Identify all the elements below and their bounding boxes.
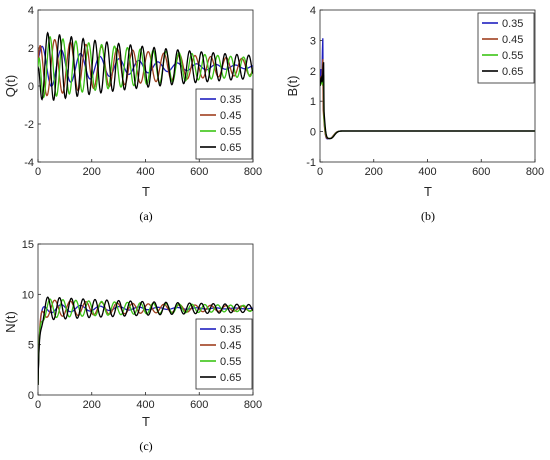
legend-label-a-0: 0.35 bbox=[220, 94, 241, 106]
legend-label-b-3: 0.65 bbox=[502, 66, 523, 78]
series-group-a bbox=[38, 31, 253, 102]
legend-label-c-1: 0.45 bbox=[220, 340, 241, 352]
xlabel-a: T bbox=[142, 184, 150, 199]
xlabel-b: T bbox=[424, 184, 432, 199]
ytick-label-b-4: 0 bbox=[310, 127, 316, 139]
ytick-label-c-1: 10 bbox=[22, 289, 34, 301]
legend-a: 0.35 0.45 0.55 0.65 bbox=[195, 88, 253, 160]
series-line-b-3 bbox=[320, 62, 535, 140]
series-line-a-3 bbox=[38, 31, 253, 102]
ytick-label-a-2: 0 bbox=[28, 81, 34, 93]
ytick-label-c-3: 0 bbox=[28, 390, 34, 402]
series-group-c bbox=[38, 296, 253, 385]
legend-label-c-3: 0.65 bbox=[220, 372, 241, 384]
panel-a: 0 200 400 600 800 4 2 0 -2 -4 0.35 0.45 0.55 0.65 T Q… bbox=[3, 5, 262, 223]
xtick-label-a-3: 600 bbox=[190, 166, 208, 178]
ytick-label-b-0: 4 bbox=[310, 5, 316, 17]
caption-b: (b) bbox=[421, 209, 435, 223]
legend-label-a-1: 0.45 bbox=[220, 110, 241, 122]
xtick-label-b-0: 0 bbox=[317, 166, 323, 178]
ytick-label-c-0: 15 bbox=[22, 239, 34, 251]
ytick-label-a-1: 2 bbox=[28, 43, 34, 55]
xtick-label-a-1: 200 bbox=[83, 166, 101, 178]
caption-a: (a) bbox=[139, 209, 152, 223]
ylabel-c: N(t) bbox=[3, 311, 18, 333]
xtick-label-b-2: 400 bbox=[418, 166, 436, 178]
legend-label-a-3: 0.65 bbox=[220, 142, 241, 154]
ytick-label-c-2: 5 bbox=[28, 340, 34, 352]
xtick-label-a-2: 400 bbox=[136, 166, 154, 178]
legend-label-b-0: 0.35 bbox=[502, 18, 523, 30]
ylabel-b: B(t) bbox=[285, 76, 300, 97]
panel-c: 0 200 400 600 800 15 10 5 0 0.35 0.45 0.55 0.65 T N(… bbox=[3, 239, 262, 453]
legend-label-b-2: 0.55 bbox=[502, 50, 523, 62]
xtick-label-c-4: 800 bbox=[244, 399, 262, 411]
plot-area-a: 0 200 400 600 800 4 2 0 -2 -4 0.35 0.45 0.55 0.65 bbox=[24, 5, 262, 178]
legend-label-b-1: 0.45 bbox=[502, 34, 523, 46]
plot-area-c: 0 200 400 600 800 15 10 5 0 0.35 0.45 0.55 0.65 bbox=[22, 239, 262, 411]
xtick-label-b-1: 200 bbox=[365, 166, 383, 178]
xtick-label-c-0: 0 bbox=[35, 399, 41, 411]
ytick-label-b-1: 3 bbox=[310, 35, 316, 47]
legend-label-c-2: 0.55 bbox=[220, 356, 241, 368]
ylabel-a: Q(t) bbox=[3, 75, 18, 97]
xtick-label-a-0: 0 bbox=[35, 166, 41, 178]
xtick-label-c-1: 200 bbox=[83, 399, 101, 411]
series-group-b bbox=[320, 38, 535, 140]
xtick-label-a-4: 800 bbox=[244, 166, 262, 178]
ytick-label-b-3: 1 bbox=[310, 96, 316, 108]
xtick-label-b-4: 800 bbox=[526, 166, 544, 178]
legend-label-a-2: 0.55 bbox=[220, 126, 241, 138]
ytick-label-a-4: -4 bbox=[24, 157, 34, 169]
ytick-label-b-5: -1 bbox=[306, 157, 316, 169]
legend-b: 0.35 0.45 0.55 0.65 bbox=[477, 12, 535, 84]
legend-c: 0.35 0.45 0.55 0.65 bbox=[195, 318, 253, 390]
xtick-label-b-3: 600 bbox=[472, 166, 490, 178]
legend-label-c-0: 0.35 bbox=[220, 324, 241, 336]
ytick-label-a-0: 4 bbox=[28, 5, 34, 17]
xlabel-c: T bbox=[142, 414, 150, 429]
ytick-label-a-3: -2 bbox=[24, 119, 34, 131]
series-line-c-3 bbox=[38, 296, 253, 385]
caption-c: (c) bbox=[139, 439, 152, 453]
ytick-label-b-2: 2 bbox=[310, 66, 316, 78]
xtick-label-c-2: 400 bbox=[136, 399, 154, 411]
xtick-label-c-3: 600 bbox=[190, 399, 208, 411]
